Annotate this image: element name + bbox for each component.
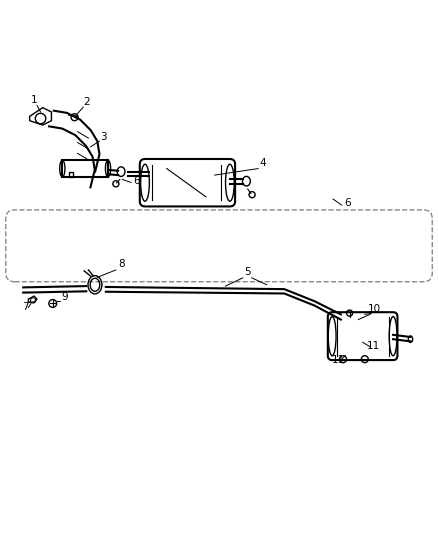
Text: 4: 4: [259, 158, 266, 168]
Text: 9: 9: [61, 293, 68, 302]
Text: 11: 11: [332, 355, 345, 365]
Text: 2: 2: [83, 98, 89, 108]
Text: 5: 5: [244, 267, 251, 277]
Text: 6: 6: [133, 176, 140, 186]
Text: 8: 8: [118, 260, 124, 269]
Text: 7: 7: [22, 302, 28, 312]
Text: 11: 11: [367, 341, 380, 351]
Text: 10: 10: [368, 304, 381, 314]
Text: 6: 6: [344, 198, 351, 208]
Text: 1: 1: [31, 95, 37, 106]
Text: 3: 3: [100, 132, 107, 142]
